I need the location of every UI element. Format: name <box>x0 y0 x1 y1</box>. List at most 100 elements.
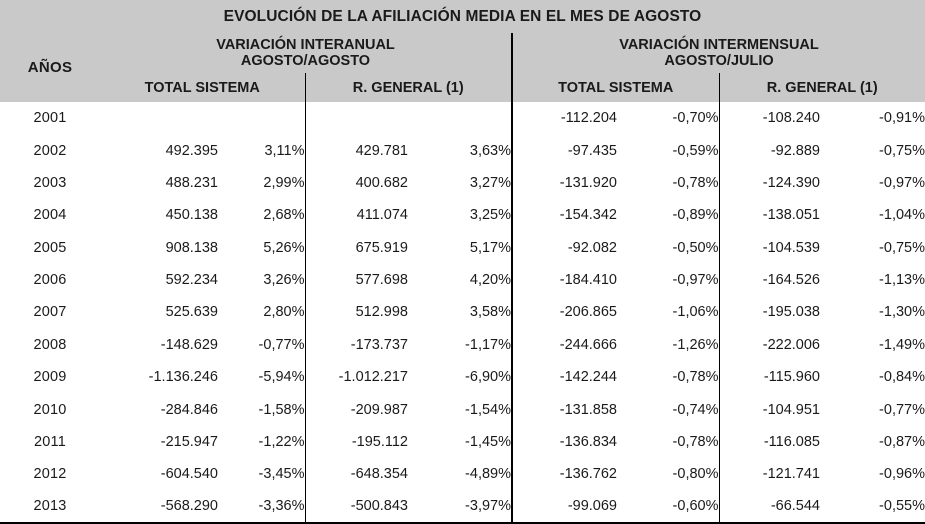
cell-im-rg-pct: -0,55% <box>820 490 925 524</box>
table-row: 2003 488.231 2,99% 400.682 3,27% -131.920 -0,7… <box>0 166 925 200</box>
group-intermensual-line1: VARIACIÓN INTERMENSUAL <box>619 36 819 53</box>
cell-ia-rg-pct: -6,90% <box>408 361 513 394</box>
subcolumn-header-interanual-r-general: R. GENERAL (1) <box>305 73 513 102</box>
cell-im-ts-pct: -1,26% <box>617 328 720 361</box>
cell-year: 2011 <box>0 425 100 459</box>
column-header-anos: AÑOS <box>0 33 100 102</box>
cell-ia-rg-abs: -195.112 <box>305 425 408 459</box>
cell-ia-ts-abs: 492.395 <box>100 134 218 167</box>
subcolumn-header-interanual-total-sistema: TOTAL SISTEMA <box>100 73 306 102</box>
cell-im-ts-pct: -1,06% <box>617 296 720 329</box>
cell-ia-ts-abs: -604.540 <box>100 458 218 491</box>
cell-im-ts-pct: -0,50% <box>617 231 720 264</box>
group-interanual-line1: VARIACIÓN INTERANUAL <box>216 36 395 53</box>
cell-im-rg-pct: -1,30% <box>820 296 925 329</box>
cell-ia-rg-pct: -3,97% <box>408 490 513 524</box>
table-row: 2008 -148.629 -0,77% -173.737 -1,17% -244.666… <box>0 328 925 361</box>
cell-im-rg-abs: -121.741 <box>719 458 820 491</box>
cell-im-rg-abs: -124.390 <box>719 166 820 200</box>
cell-ia-rg-pct <box>408 102 513 135</box>
cell-ia-rg-pct: 3,27% <box>408 166 513 200</box>
cell-ia-rg-pct: -1,54% <box>408 393 513 426</box>
cell-im-ts-pct: -0,89% <box>617 199 720 232</box>
cell-year: 2007 <box>0 296 100 329</box>
table-row: 2001 -112.204 -0,70% -108.240 -0,91% <box>0 102 925 135</box>
column-group-intermensual: VARIACIÓN INTERMENSUAL AGOSTO/JULIO <box>512 33 925 73</box>
table-row: 2012 -604.540 -3,45% -648.354 -4,89% -136.762… <box>0 458 925 491</box>
cell-ia-ts-pct: -1,58% <box>218 393 306 426</box>
cell-im-ts-abs: -142.244 <box>512 361 617 394</box>
cell-ia-ts-abs: -284.846 <box>100 393 218 426</box>
group-interanual-line2: AGOSTO/AGOSTO <box>240 53 371 69</box>
cell-im-rg-abs: -195.038 <box>719 296 820 329</box>
cell-im-ts-abs: -136.762 <box>512 458 617 491</box>
cell-im-ts-pct: -0,74% <box>617 393 720 426</box>
subheader-row: TOTAL SISTEMA R. GENERAL (1) TOTAL SISTE… <box>0 73 925 102</box>
cell-im-ts-pct: -0,59% <box>617 134 720 167</box>
cell-im-ts-pct: -0,78% <box>617 166 720 200</box>
table-row: 2009 -1.136.246 -5,94% -1.012.217 -6,90% -142… <box>0 361 925 394</box>
cell-im-rg-pct: -0,75% <box>820 231 925 264</box>
cell-im-ts-abs: -136.834 <box>512 425 617 459</box>
cell-year: 2013 <box>0 490 100 524</box>
cell-year: 2009 <box>0 361 100 394</box>
cell-ia-rg-abs: -500.843 <box>305 490 408 524</box>
cell-ia-ts-abs: -215.947 <box>100 425 218 459</box>
table-row: 2007 525.639 2,80% 512.998 3,58% -206.865 -1,0… <box>0 296 925 329</box>
cell-im-rg-pct: -0,96% <box>820 458 925 491</box>
cell-im-rg-pct: -0,77% <box>820 393 925 426</box>
page-title: EVOLUCIÓN DE LA AFILIACIÓN MEDIA EN EL M… <box>0 0 925 33</box>
cell-ia-ts-pct <box>218 102 306 135</box>
cell-im-rg-abs: -164.526 <box>719 263 820 297</box>
cell-ia-rg-abs: 400.682 <box>305 166 408 200</box>
cell-ia-rg-abs: 675.919 <box>305 231 408 264</box>
table-row: 2002 492.395 3,11% 429.781 3,63% -97.435 -0,59… <box>0 134 925 167</box>
table-row: 2013 -568.290 -3,36% -500.843 -3,97% -99.069-… <box>0 490 925 524</box>
table-header: EVOLUCIÓN DE LA AFILIACIÓN MEDIA EN EL M… <box>0 0 925 102</box>
cell-ia-ts-pct: 5,26% <box>218 231 306 264</box>
cell-ia-rg-pct: -1,45% <box>408 425 513 459</box>
cell-im-ts-abs: -112.204 <box>512 102 617 135</box>
title-row: EVOLUCIÓN DE LA AFILIACIÓN MEDIA EN EL M… <box>0 0 925 33</box>
cell-year: 2012 <box>0 458 100 491</box>
cell-ia-ts-pct: 3,11% <box>218 134 306 167</box>
cell-year: 2005 <box>0 231 100 264</box>
table-row: 2006 592.234 3,26% 577.698 4,20% -184.410 -0,9… <box>0 263 925 297</box>
cell-ia-rg-abs: 577.698 <box>305 263 408 297</box>
table-row: 2004 450.138 2,68% 411.074 3,25% -154.342 -0,8… <box>0 199 925 232</box>
cell-ia-ts-pct: 2,80% <box>218 296 306 329</box>
cell-year: 2004 <box>0 199 100 232</box>
cell-im-rg-abs: -108.240 <box>719 102 820 135</box>
cell-year: 2006 <box>0 263 100 297</box>
cell-ia-rg-abs: 512.998 <box>305 296 408 329</box>
cell-im-rg-pct: -0,75% <box>820 134 925 167</box>
cell-im-rg-pct: -0,84% <box>820 361 925 394</box>
cell-year: 2008 <box>0 328 100 361</box>
table-row: 2011 -215.947 -1,22% -195.112 -1,45% -136.834… <box>0 425 925 459</box>
cell-ia-ts-pct: -3,45% <box>218 458 306 491</box>
cell-ia-ts-abs: -1.136.246 <box>100 361 218 394</box>
cell-im-ts-abs: -154.342 <box>512 199 617 232</box>
cell-im-ts-abs: -244.666 <box>512 328 617 361</box>
table-row: 2005 908.138 5,26% 675.919 5,17% -92.082 -0,50… <box>0 231 925 264</box>
cell-im-ts-pct: -0,78% <box>617 425 720 459</box>
cell-ia-rg-pct: 5,17% <box>408 231 513 264</box>
cell-im-ts-abs: -131.920 <box>512 166 617 200</box>
cell-ia-ts-abs: 525.639 <box>100 296 218 329</box>
cell-ia-rg-abs: -1.012.217 <box>305 361 408 394</box>
cell-im-ts-abs: -206.865 <box>512 296 617 329</box>
cell-im-ts-pct: -0,70% <box>617 102 720 135</box>
cell-ia-ts-abs <box>100 102 218 135</box>
cell-im-ts-pct: -0,60% <box>617 490 720 524</box>
cell-ia-rg-pct: -1,17% <box>408 328 513 361</box>
cell-im-ts-abs: -99.069 <box>512 490 617 524</box>
cell-ia-ts-pct: 2,99% <box>218 166 306 200</box>
cell-im-ts-pct: -0,97% <box>617 263 720 297</box>
cell-ia-rg-abs: -648.354 <box>305 458 408 491</box>
cell-ia-rg-pct: -4,89% <box>408 458 513 491</box>
cell-ia-ts-pct: -3,36% <box>218 490 306 524</box>
cell-im-rg-abs: -104.951 <box>719 393 820 426</box>
cell-ia-ts-abs: 592.234 <box>100 263 218 297</box>
